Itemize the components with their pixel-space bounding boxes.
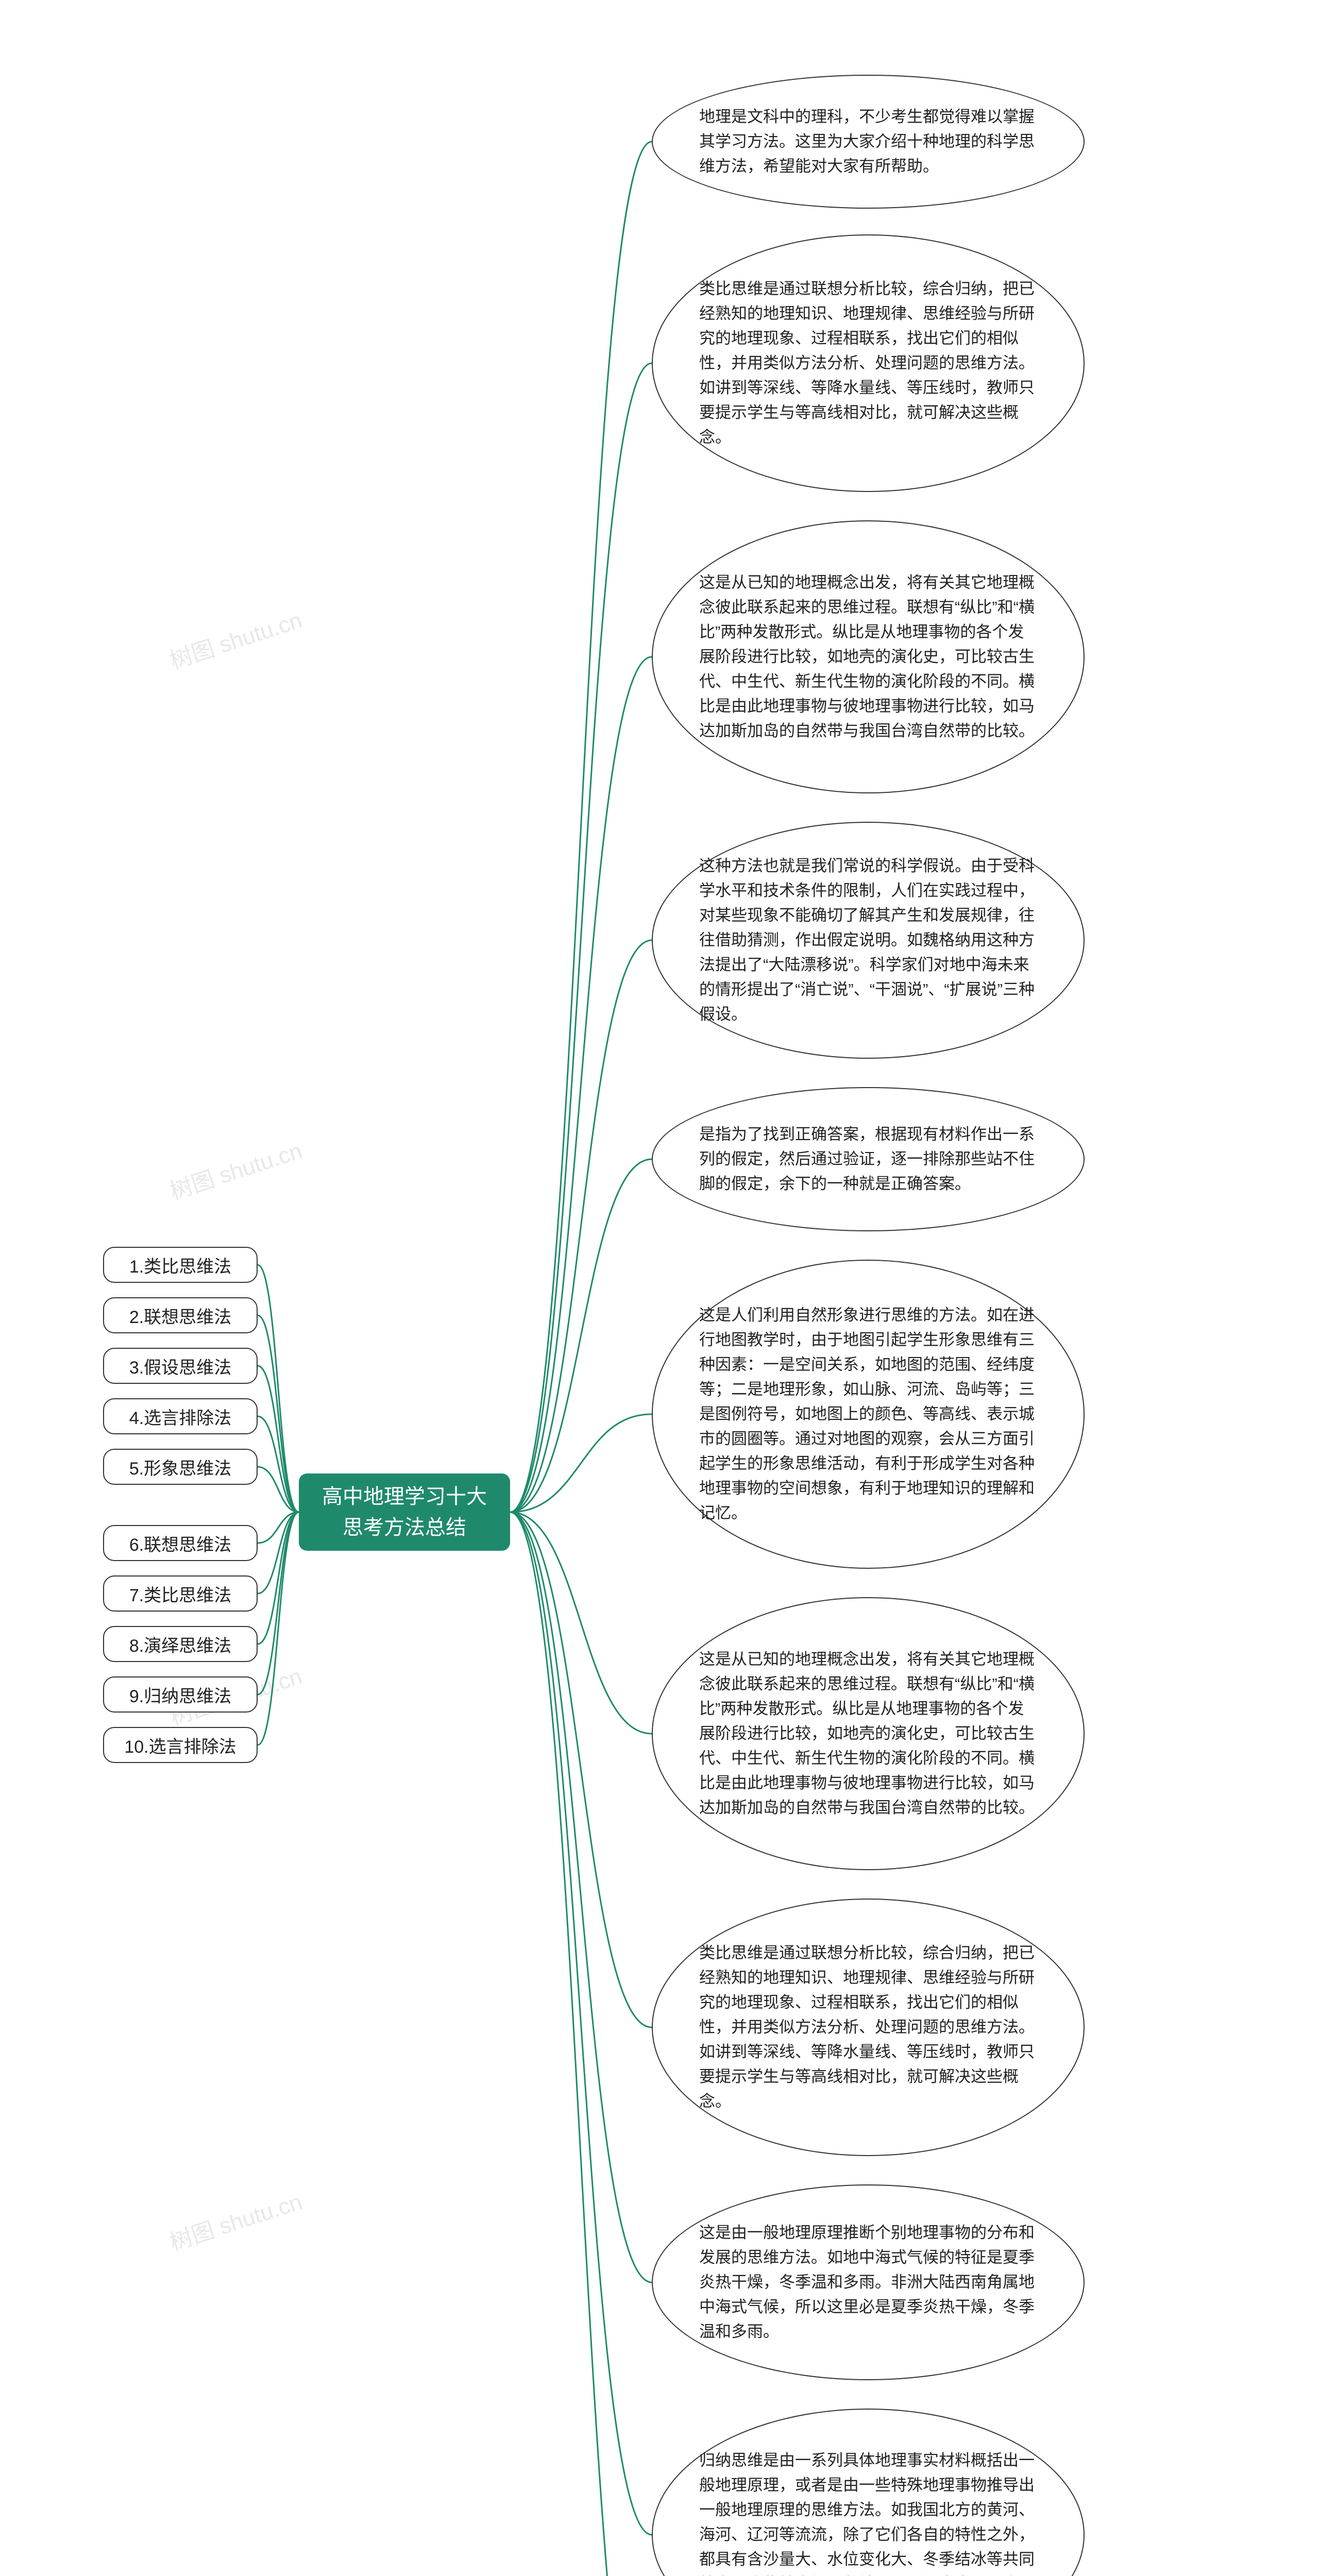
method-item-label: 4.选言排除法 — [129, 1404, 231, 1429]
detail-text: 地理是文科中的理科，不少考生都觉得难以掌握其学习方法。这里为大家介绍十种地理的科… — [699, 105, 1037, 179]
detail-text: 这种方法也就是我们常说的科学假说。由于受科学水平和技术条件的限制，人们在实践过程… — [699, 854, 1037, 1027]
detail-node-d2: 这是从已知的地理概念出发，将有关其它地理概念彼此联系起来的思维过程。联想有“纵比… — [652, 520, 1085, 793]
method-item-l7: 7.类比思维法 — [103, 1575, 258, 1612]
detail-text: 类比思维是通过联想分析比较，综合归纳，把已经熟知的地理知识、地理规律、思维经验与… — [699, 1941, 1037, 2114]
method-item-l5: 5.形象思维法 — [103, 1449, 258, 1485]
detail-node-d3: 这种方法也就是我们常说的科学假说。由于受科学水平和技术条件的限制，人们在实践过程… — [652, 822, 1085, 1059]
watermark: 树图 shutu.cn — [165, 2183, 306, 2257]
detail-node-d1: 类比思维是通过联想分析比较，综合归纳，把已经熟知的地理知识、地理规律、思维经验与… — [652, 234, 1085, 492]
method-item-label: 5.形象思维法 — [129, 1454, 231, 1480]
watermark: 树图 shutu.cn — [165, 602, 306, 675]
method-item-label: 9.归纳思维法 — [129, 1682, 231, 1707]
root-node: 高中地理学习十大思考方法总结 — [299, 1473, 510, 1551]
method-item-label: 1.类比思维法 — [129, 1252, 231, 1278]
method-item-l9: 9.归纳思维法 — [103, 1676, 258, 1713]
method-item-label: 2.联想思维法 — [129, 1303, 231, 1328]
method-item-l8: 8.演绎思维法 — [103, 1626, 258, 1662]
method-item-l1: 1.类比思维法 — [103, 1247, 258, 1283]
method-item-label: 3.假设思维法 — [129, 1353, 231, 1379]
method-item-l4: 4.选言排除法 — [103, 1398, 258, 1434]
detail-text: 这是从已知的地理概念出发，将有关其它地理概念彼此联系起来的思维过程。联想有“纵比… — [699, 570, 1037, 743]
method-item-label: 10.选言排除法 — [124, 1733, 236, 1758]
detail-node-d8: 这是由一般地理原理推断个别地理事物的分布和发展的思维方法。如地中海式气候的特征是… — [652, 2184, 1085, 2380]
detail-text: 这是人们利用自然形象进行思维的方法。如在进行地图教学时，由于地图引起学生形象思维… — [699, 1303, 1037, 1526]
method-item-label: 7.类比思维法 — [129, 1581, 231, 1606]
detail-node-d5: 这是人们利用自然形象进行思维的方法。如在进行地图教学时，由于地图引起学生形象思维… — [652, 1260, 1085, 1569]
method-item-l2: 2.联想思维法 — [103, 1297, 258, 1333]
detail-node-d6: 这是从已知的地理概念出发，将有关其它地理概念彼此联系起来的思维过程。联想有“纵比… — [652, 1597, 1085, 1870]
method-item-label: 6.联想思维法 — [129, 1531, 231, 1556]
detail-node-d7: 类比思维是通过联想分析比较，综合归纳，把已经熟知的地理知识、地理规律、思维经验与… — [652, 1899, 1085, 2156]
detail-text: 类比思维是通过联想分析比较，综合归纳，把已经熟知的地理知识、地理规律、思维经验与… — [699, 277, 1037, 450]
detail-node-d4: 是指为了找到正确答案，根据现有材料作出一系列的假定，然后通过验证，逐一排除那些站… — [652, 1087, 1085, 1231]
root-label: 高中地理学习十大思考方法总结 — [314, 1481, 495, 1543]
method-item-l6: 6.联想思维法 — [103, 1525, 258, 1561]
watermark: 树图 shutu.cn — [165, 1132, 306, 1206]
detail-text: 这是从已知的地理概念出发，将有关其它地理概念彼此联系起来的思维过程。联想有“纵比… — [699, 1647, 1037, 1820]
detail-node-d0: 地理是文科中的理科，不少考生都觉得难以掌握其学习方法。这里为大家介绍十种地理的科… — [652, 75, 1085, 209]
detail-text: 这是由一般地理原理推断个别地理事物的分布和发展的思维方法。如地中海式气候的特征是… — [699, 2221, 1037, 2344]
detail-text: 是指为了找到正确答案，根据现有材料作出一系列的假定，然后通过验证，逐一排除那些站… — [699, 1122, 1037, 1196]
detail-node-d9: 归纳思维是由一系列具体地理事实材料概括出一般地理原理，或者是由一些特殊地理事物推… — [652, 2409, 1085, 2576]
detail-text: 归纳思维是由一系列具体地理事实材料概括出一般地理原理，或者是由一些特殊地理事物推… — [699, 2448, 1037, 2576]
method-item-l10: 10.选言排除法 — [103, 1727, 258, 1763]
method-item-l3: 3.假设思维法 — [103, 1348, 258, 1384]
method-item-label: 8.演绎思维法 — [129, 1632, 231, 1657]
